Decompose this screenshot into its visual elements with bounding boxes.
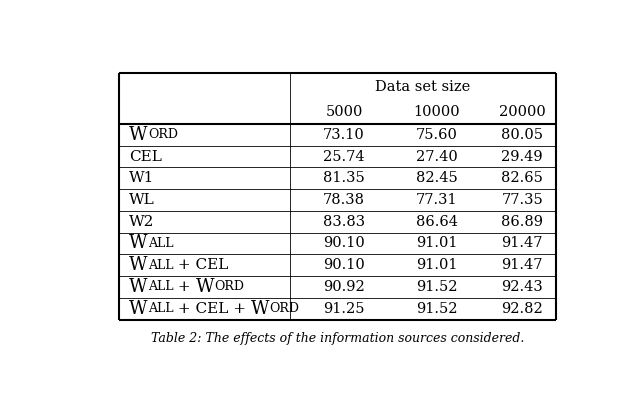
Text: + CEL: + CEL	[173, 258, 229, 272]
Text: ORD: ORD	[214, 280, 245, 293]
Text: + CEL +: + CEL +	[173, 302, 252, 316]
Text: 91.25: 91.25	[324, 302, 365, 316]
Text: W: W	[130, 278, 148, 296]
Text: WL: WL	[130, 193, 155, 207]
Text: ALL: ALL	[148, 237, 173, 250]
Text: W: W	[130, 234, 148, 252]
Text: 77.31: 77.31	[416, 193, 458, 207]
Text: 90.10: 90.10	[323, 236, 365, 250]
Text: 5000: 5000	[325, 105, 363, 120]
Text: ALL: ALL	[148, 280, 173, 293]
Text: 78.38: 78.38	[323, 193, 365, 207]
Text: 29.49: 29.49	[501, 149, 543, 164]
Text: W: W	[130, 300, 148, 318]
Text: 83.83: 83.83	[323, 215, 365, 229]
Text: 90.92: 90.92	[323, 280, 365, 294]
Text: ORD: ORD	[148, 128, 178, 141]
Text: 82.45: 82.45	[416, 171, 458, 185]
Text: 82.65: 82.65	[501, 171, 544, 185]
Text: Data set size: Data set size	[375, 80, 470, 94]
Text: 92.82: 92.82	[501, 302, 543, 316]
Text: 77.35: 77.35	[501, 193, 543, 207]
Text: W2: W2	[130, 215, 155, 229]
Text: 73.10: 73.10	[323, 128, 365, 142]
Text: 86.89: 86.89	[501, 215, 544, 229]
Text: 91.47: 91.47	[502, 236, 543, 250]
Text: W: W	[252, 300, 270, 318]
Text: 27.40: 27.40	[416, 149, 458, 164]
Text: +: +	[173, 280, 196, 294]
Text: 81.35: 81.35	[323, 171, 365, 185]
Text: 25.74: 25.74	[323, 149, 365, 164]
Text: ORD: ORD	[270, 302, 300, 315]
Text: 91.01: 91.01	[416, 236, 458, 250]
Text: CEL: CEL	[130, 149, 162, 164]
Text: 91.52: 91.52	[416, 280, 458, 294]
Text: W: W	[130, 126, 148, 144]
Text: 91.01: 91.01	[416, 258, 458, 272]
Text: W: W	[196, 278, 214, 296]
Text: 91.52: 91.52	[416, 302, 458, 316]
Text: 86.64: 86.64	[416, 215, 458, 229]
Text: 91.47: 91.47	[502, 258, 543, 272]
Text: W: W	[130, 256, 148, 274]
Text: W1: W1	[130, 171, 155, 185]
Text: 80.05: 80.05	[501, 128, 544, 142]
Text: 90.10: 90.10	[323, 258, 365, 272]
Text: ALL: ALL	[148, 302, 173, 315]
Text: Table 2: The effects of the information sources considered.: Table 2: The effects of the information …	[151, 332, 524, 345]
Text: 10000: 10000	[414, 105, 460, 120]
Text: 20000: 20000	[499, 105, 545, 120]
Text: 92.43: 92.43	[501, 280, 543, 294]
Text: ALL: ALL	[148, 259, 173, 272]
Text: 75.60: 75.60	[416, 128, 458, 142]
